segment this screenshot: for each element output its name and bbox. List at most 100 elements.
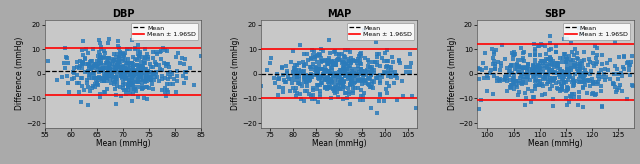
Point: [149, 79, 159, 81]
Point: [166, 73, 177, 75]
Point: [120, 59, 130, 61]
Point: [364, 61, 374, 63]
Point: [84, 61, 95, 64]
Point: [155, 67, 165, 70]
Point: [124, 79, 134, 82]
Point: [308, 86, 318, 89]
Point: [593, 81, 603, 84]
Point: [381, 66, 392, 68]
Point: [616, 75, 627, 77]
Point: [495, 68, 505, 71]
Point: [150, 75, 160, 78]
Point: [102, 73, 112, 75]
Point: [502, 80, 513, 83]
Point: [307, 65, 317, 68]
Point: [334, 71, 344, 73]
Point: [500, 77, 510, 80]
Point: [488, 60, 499, 62]
Point: [328, 51, 339, 53]
Point: [65, 91, 75, 94]
Point: [132, 86, 143, 88]
Point: [339, 67, 349, 69]
Point: [327, 69, 337, 72]
Point: [559, 81, 570, 84]
Point: [111, 52, 122, 55]
Point: [72, 61, 82, 63]
Point: [369, 87, 379, 90]
Point: [576, 75, 586, 77]
Point: [124, 67, 134, 70]
Point: [334, 76, 344, 78]
Point: [375, 92, 385, 95]
Point: [548, 98, 559, 101]
Point: [163, 62, 173, 65]
Point: [545, 35, 555, 37]
Point: [370, 61, 380, 63]
Point: [316, 81, 326, 84]
Point: [122, 74, 132, 76]
Point: [546, 59, 556, 61]
Point: [94, 39, 104, 41]
Point: [312, 67, 323, 70]
Point: [358, 92, 369, 94]
Point: [541, 53, 551, 56]
Point: [92, 69, 102, 72]
Point: [102, 79, 113, 82]
Point: [574, 81, 584, 83]
Point: [136, 61, 146, 64]
Point: [513, 58, 524, 61]
Point: [328, 88, 338, 90]
Point: [610, 65, 620, 68]
Point: [103, 60, 113, 62]
Point: [104, 68, 115, 71]
Point: [293, 72, 303, 75]
Point: [285, 90, 296, 92]
Point: [128, 76, 138, 79]
Point: [333, 74, 343, 77]
Point: [137, 65, 147, 68]
Point: [99, 50, 109, 52]
Point: [145, 66, 156, 68]
Point: [588, 82, 598, 85]
Point: [92, 77, 102, 80]
Point: [132, 52, 143, 55]
Point: [596, 85, 606, 87]
Point: [348, 67, 358, 70]
Point: [126, 71, 136, 73]
Point: [561, 61, 572, 64]
Point: [389, 81, 399, 84]
Point: [533, 71, 543, 74]
Point: [535, 72, 545, 75]
Point: [372, 77, 382, 79]
Point: [578, 78, 588, 81]
Point: [591, 81, 601, 84]
Point: [100, 67, 111, 70]
Point: [314, 64, 324, 67]
Point: [609, 83, 619, 85]
Point: [358, 72, 369, 74]
Point: [138, 61, 148, 64]
Point: [594, 78, 604, 80]
Point: [366, 107, 376, 110]
Point: [566, 42, 577, 44]
Point: [274, 76, 284, 79]
Point: [530, 47, 540, 50]
Point: [99, 73, 109, 76]
Point: [360, 71, 371, 73]
Point: [557, 74, 568, 77]
Point: [612, 77, 623, 80]
Point: [566, 64, 576, 67]
Point: [559, 73, 569, 76]
Point: [112, 81, 122, 84]
Point: [573, 91, 584, 94]
Point: [405, 53, 415, 55]
Point: [127, 71, 138, 74]
Point: [105, 68, 115, 70]
Point: [308, 63, 318, 66]
Point: [349, 60, 359, 63]
Point: [127, 78, 137, 80]
Point: [372, 53, 382, 55]
Point: [87, 66, 97, 68]
Point: [529, 43, 540, 46]
Point: [537, 60, 547, 63]
